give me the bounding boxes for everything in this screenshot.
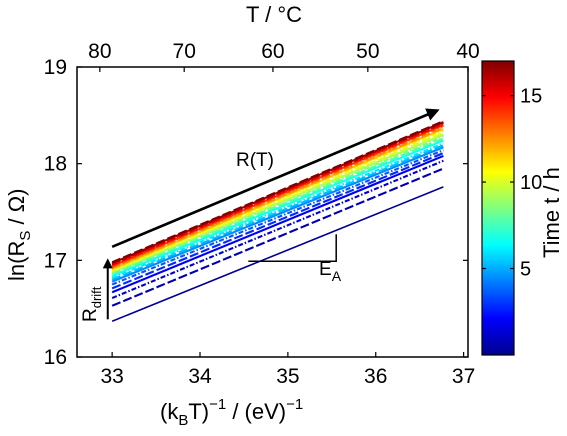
- top-axis-title: T / °C: [246, 2, 302, 27]
- x-tick-label: 33: [100, 365, 123, 388]
- x-tick-label: 34: [188, 365, 212, 388]
- colorbar-gradient: [481, 60, 515, 356]
- colorbar-ticks: 5 10 15: [482, 86, 542, 281]
- y-tick-label: 17: [44, 249, 67, 272]
- top-axis: 80 70 60 50 40: [88, 40, 480, 72]
- x-tick-label: 36: [364, 365, 387, 388]
- drift-label: Rdrift: [80, 286, 104, 322]
- colorbar-tick-label: 15: [520, 86, 542, 108]
- plot-area: R(T) Rdrift EA 33 34 35 36 37 16 17 18 19 80 70 60 5…: [44, 40, 480, 388]
- x-axis-title: (kBT)−1 / (eV)−1: [160, 396, 303, 429]
- colorbar: 5 10 15 Time t / h: [481, 60, 564, 356]
- trend-label: R(T): [236, 150, 274, 171]
- top-tick-label: 60: [261, 40, 284, 63]
- series-layer: [111, 120, 444, 322]
- colorbar-title: Time t / h: [539, 167, 564, 258]
- x-axis: 33 34 35 36 37: [100, 352, 475, 388]
- trend-arrow: [111, 108, 440, 248]
- plot-frame: [76, 66, 469, 358]
- series-line: [111, 144, 444, 281]
- colorbar-tick-label: 5: [520, 259, 531, 281]
- top-tick-label: 80: [88, 40, 111, 63]
- series-line: [111, 149, 444, 286]
- y-tick-label: 18: [44, 153, 67, 176]
- series-line: [111, 186, 444, 322]
- slope-label: EA: [319, 259, 342, 284]
- y-axis: 16 17 18 19: [44, 56, 468, 369]
- series-line: [111, 142, 444, 279]
- y-tick-label: 16: [44, 346, 67, 369]
- slope-triangle: [248, 234, 337, 263]
- series-line: [111, 146, 444, 283]
- y-axis-title: ln(RS / Ω): [4, 189, 34, 281]
- x-tick-label: 37: [452, 365, 475, 388]
- x-tick-label: 35: [276, 365, 299, 388]
- series-line: [111, 121, 444, 265]
- series-line: [111, 133, 444, 273]
- top-tick-label: 70: [173, 40, 196, 63]
- series-line: [111, 152, 444, 290]
- series-line: [111, 154, 444, 294]
- series-line: [111, 139, 444, 277]
- colorbar-tick-label: 10: [520, 172, 542, 194]
- y-tick-label: 19: [44, 56, 67, 79]
- top-tick-label: 40: [456, 40, 479, 63]
- series-line: [111, 120, 444, 264]
- series-line: [111, 124, 444, 268]
- series-line: [111, 159, 444, 300]
- annotation-layer: R(T) Rdrift EA: [80, 108, 440, 322]
- series-line: [111, 127, 444, 271]
- top-tick-label: 50: [356, 40, 379, 63]
- series-line: [111, 167, 444, 307]
